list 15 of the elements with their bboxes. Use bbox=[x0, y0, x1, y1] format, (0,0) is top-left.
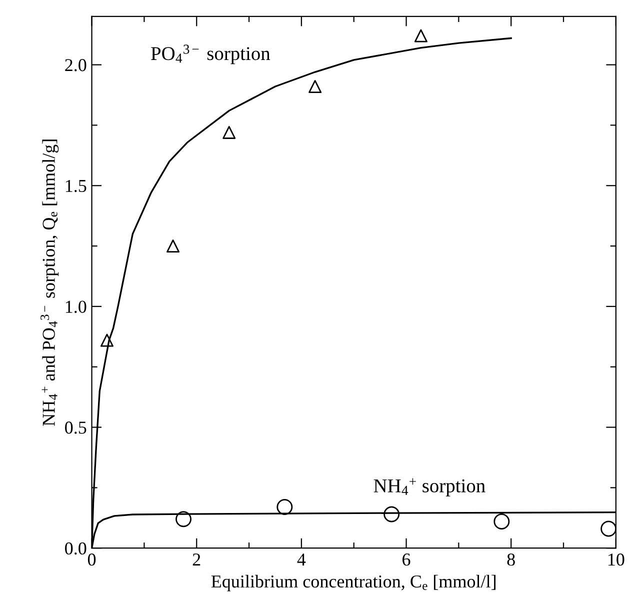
x-tick-label: 0 bbox=[88, 553, 96, 566]
x-tick-label: 4 bbox=[297, 554, 306, 566]
x-tick-label: 8 bbox=[507, 553, 515, 566]
y-tick-label: 0.0 bbox=[65, 542, 86, 555]
x-tick-label: 6 bbox=[402, 554, 410, 566]
annotation: PO$_{4}$$^{3−}$ sorption bbox=[151, 44, 270, 64]
x-tick-label: 10 bbox=[608, 553, 624, 566]
x-tick-label: 2 bbox=[192, 554, 200, 566]
x-axis-title: Equilibrium concentration, C$_{e}$ [mmol/l] bbox=[211, 574, 496, 592]
annotation: NH$_{4}$$^{+}$ sorption bbox=[374, 478, 486, 496]
y-tick-label: 0.5 bbox=[65, 422, 86, 434]
text: NH$_{4}$$^{+}$ and PO$_{4}$$^{3−}$ sorption, Q$_{e}$ [mmol/g] bbox=[40, 140, 59, 426]
y-tick-label: 1.0 bbox=[66, 300, 86, 313]
y-tick-label: 2.0 bbox=[65, 59, 86, 72]
y-tick-label: 1.5 bbox=[66, 180, 86, 192]
